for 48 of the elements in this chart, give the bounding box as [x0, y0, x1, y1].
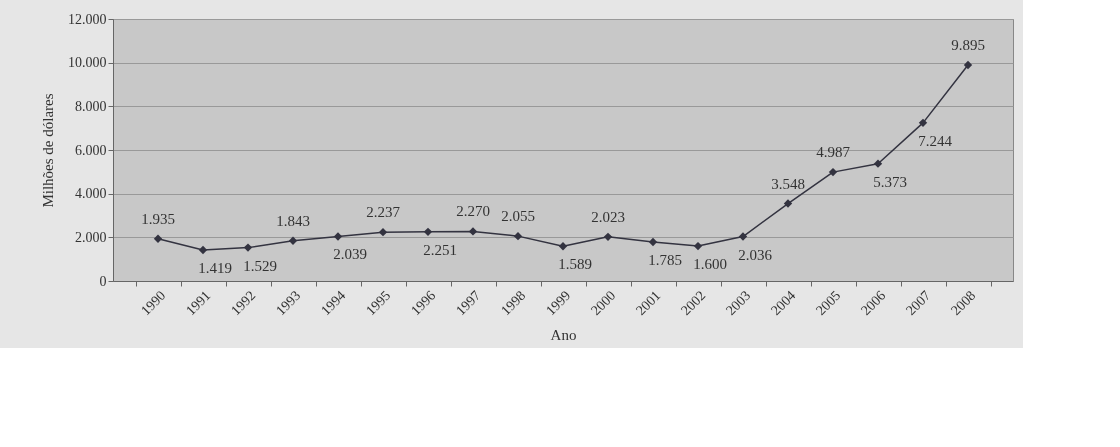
data-label: 5.373 [873, 173, 907, 190]
data-label: 1.935 [141, 210, 175, 227]
y-tick-label: 8.000 [75, 98, 107, 114]
point [153, 234, 163, 243]
data-label: 1.529 [243, 257, 277, 274]
point [648, 237, 658, 247]
y-tick-label: 10.000 [68, 55, 107, 71]
data-label: 2.036 [738, 246, 773, 263]
data-label: 2.237 [366, 204, 401, 221]
point [873, 159, 883, 168]
point [828, 167, 838, 177]
data-label: 2.270 [456, 203, 490, 220]
point [288, 236, 298, 245]
point [693, 241, 703, 251]
point [603, 232, 613, 242]
data-label: 3.548 [771, 175, 805, 192]
point [333, 232, 343, 241]
data-label: 1.785 [648, 252, 682, 269]
data-label: 7.244 [918, 132, 953, 149]
x-axis-title: Ano [550, 327, 577, 344]
y-tick-label: 6.000 [75, 142, 107, 158]
y-tick-label: 4.000 [75, 186, 107, 202]
point [468, 227, 478, 236]
point [243, 243, 253, 252]
point [783, 199, 793, 208]
y-tick-label: 2.000 [75, 229, 107, 245]
y-tick-label: 12.000 [68, 11, 107, 27]
data-label: 9.895 [951, 36, 985, 53]
data-label: 2.039 [333, 246, 367, 263]
data-label: 1.419 [198, 260, 232, 277]
point [918, 118, 928, 128]
x-tick-label: 1991 [182, 287, 214, 319]
data-label: 1.589 [558, 256, 592, 273]
y-axis-title: Milhões de dólares [40, 93, 56, 208]
point [378, 227, 388, 237]
data-label: 2.251 [423, 241, 457, 258]
point [513, 231, 523, 241]
point [963, 60, 973, 70]
data-label: 2.023 [591, 208, 625, 225]
point [423, 227, 433, 237]
point [738, 232, 748, 241]
data-label: 2.055 [501, 208, 535, 225]
data-label: 4.987 [816, 144, 851, 161]
data-label: 1.600 [693, 256, 727, 273]
y-tick-label: 0 [99, 273, 107, 289]
point [558, 242, 568, 251]
point [198, 245, 208, 255]
data-label: 1.843 [276, 212, 310, 229]
